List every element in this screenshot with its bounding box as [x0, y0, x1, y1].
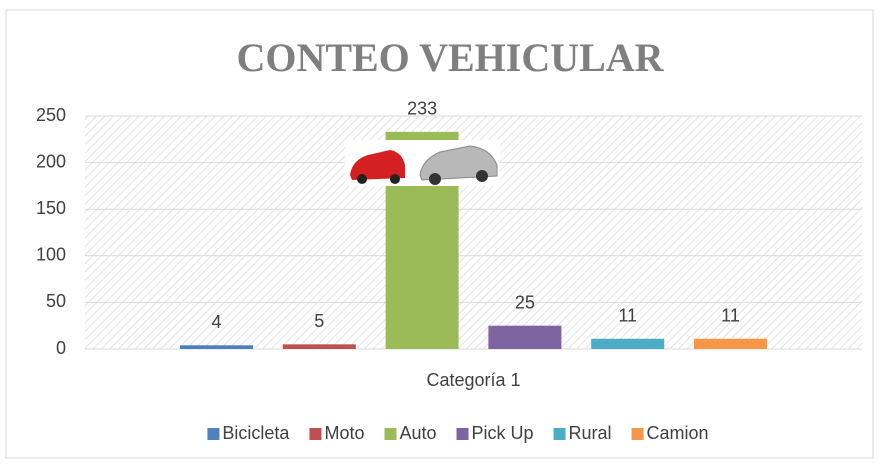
legend-label: Auto [399, 423, 436, 443]
wheel [429, 173, 441, 185]
y-tick-label: 200 [36, 151, 66, 171]
legend-swatch [457, 428, 469, 440]
y-tick-label: 250 [36, 105, 66, 125]
legend-label: Camion [647, 423, 709, 443]
x-tick-label: Categoría 1 [426, 370, 520, 390]
legend-label: Rural [569, 423, 612, 443]
legend-label: Bicicleta [222, 423, 290, 443]
bar [488, 326, 561, 349]
bar [591, 339, 664, 349]
bar [283, 344, 356, 349]
chart-title: CONTEO VEHICULAR [236, 35, 664, 80]
chart: CONTEO VEHICULAR 0 50 100 150 200 250 Categorí… [0, 0, 879, 463]
legend-swatch [207, 428, 219, 440]
bar [694, 339, 767, 349]
legend-label: Pick Up [472, 423, 534, 443]
value-label: 233 [407, 99, 437, 119]
wheel [390, 174, 400, 184]
wheel [357, 174, 367, 184]
legend-swatch [384, 428, 396, 440]
wheel [476, 170, 488, 182]
value-label: 4 [211, 312, 221, 332]
bar [180, 345, 253, 349]
legend-swatch [309, 428, 321, 440]
y-tick-label: 0 [56, 338, 66, 358]
value-label: 5 [314, 311, 324, 331]
value-label: 11 [618, 305, 637, 325]
legend-swatch [632, 428, 644, 440]
y-tick-label: 100 [36, 245, 66, 265]
legend-swatch [554, 428, 566, 440]
value-label: 11 [721, 305, 740, 325]
y-tick-label: 50 [46, 291, 66, 311]
y-tick-label: 150 [36, 198, 66, 218]
car-images [345, 140, 500, 186]
legend-label: Moto [324, 423, 364, 443]
value-label: 25 [515, 292, 535, 312]
